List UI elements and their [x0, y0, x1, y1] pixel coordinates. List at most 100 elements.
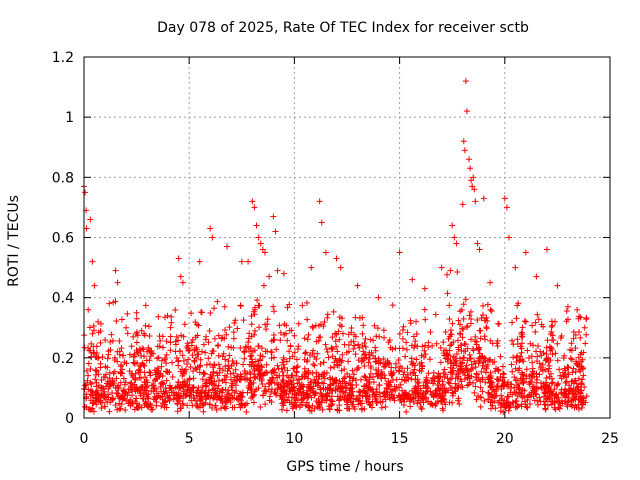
roti-point: [132, 370, 139, 377]
roti-point: [281, 320, 288, 327]
roti-point: [538, 384, 545, 391]
roti-point: [521, 398, 528, 405]
roti-point: [548, 389, 555, 396]
roti-point: [183, 361, 190, 368]
roti-point: [562, 379, 569, 386]
roti-point: [269, 374, 276, 381]
roti-point: [92, 391, 99, 398]
roti-point: [396, 330, 403, 337]
roti-point: [332, 387, 339, 394]
y-axis-label: ROTI / TECUs: [6, 195, 22, 287]
roti-point: [501, 400, 508, 407]
roti-point: [332, 376, 339, 383]
roti-point: [551, 386, 558, 393]
roti-point: [98, 405, 105, 412]
roti-point: [466, 368, 473, 375]
roti-point: [468, 373, 475, 380]
roti-point: [501, 195, 508, 202]
roti-point: [257, 240, 264, 247]
roti-point: [337, 385, 344, 392]
roti-point: [193, 392, 200, 399]
roti-point: [310, 389, 317, 396]
roti-point: [546, 343, 553, 350]
roti-point: [447, 267, 454, 274]
roti-point: [484, 361, 491, 368]
roti-point: [206, 376, 213, 383]
roti-point: [215, 394, 222, 401]
roti-point: [116, 406, 123, 413]
roti-point: [563, 374, 570, 381]
y-tick-label: 0.2: [52, 351, 74, 367]
roti-point: [229, 404, 236, 411]
roti-point: [174, 400, 181, 407]
roti-point: [246, 347, 253, 354]
roti-point: [325, 354, 332, 361]
roti-point: [577, 351, 584, 358]
roti-point: [544, 393, 551, 400]
roti-point: [339, 378, 346, 385]
roti-point: [512, 365, 519, 372]
roti-point: [356, 392, 363, 399]
roti-point: [464, 375, 471, 382]
roti-point: [281, 331, 288, 338]
roti-point: [446, 333, 453, 340]
roti-point: [295, 345, 302, 352]
roti-point: [245, 339, 252, 346]
roti-point: [188, 339, 195, 346]
roti-point: [280, 361, 287, 368]
roti-point: [248, 352, 255, 359]
roti-point: [372, 355, 379, 362]
roti-point: [341, 366, 348, 373]
roti-point: [519, 386, 526, 393]
roti-point: [351, 342, 358, 349]
roti-point: [419, 343, 426, 350]
roti-point: [248, 321, 255, 328]
roti-point: [477, 335, 484, 342]
roti-point: [361, 406, 368, 413]
roti-point: [365, 359, 372, 366]
roti-point: [193, 402, 200, 409]
roti-point: [390, 369, 397, 376]
roti-point: [556, 366, 563, 373]
roti-point: [206, 327, 213, 334]
roti-point: [476, 344, 483, 351]
roti-point: [441, 374, 448, 381]
roti-point: [499, 363, 506, 370]
roti-point: [109, 395, 116, 402]
roti-point: [113, 317, 120, 324]
roti-point: [160, 388, 167, 395]
roti-point: [434, 381, 441, 388]
x-axis-label: GPS time / hours: [286, 459, 403, 475]
roti-point: [556, 398, 563, 405]
roti-point: [98, 399, 105, 406]
roti-point: [145, 395, 152, 402]
roti-point: [154, 365, 161, 372]
roti-point: [312, 322, 319, 329]
roti-point: [236, 376, 243, 383]
roti-point: [243, 408, 250, 415]
chart-title: Day 078 of 2025, Rate Of TEC Index for r…: [157, 20, 529, 36]
roti-point: [227, 399, 234, 406]
roti-point: [362, 344, 369, 351]
roti-point: [554, 381, 561, 388]
roti-point: [558, 333, 565, 340]
roti-point: [467, 355, 474, 362]
roti-point: [560, 391, 567, 398]
roti-point: [189, 384, 196, 391]
roti-point: [241, 355, 248, 362]
roti-point: [244, 389, 251, 396]
roti-point: [479, 302, 486, 309]
roti-point: [403, 346, 410, 353]
roti-point: [432, 311, 439, 318]
roti-point: [422, 351, 429, 358]
roti-point: [310, 361, 317, 368]
roti-point: [514, 302, 521, 309]
x-tick-label: 25: [601, 431, 619, 447]
roti-point: [445, 379, 452, 386]
roti-point: [291, 332, 298, 339]
roti-point: [337, 393, 344, 400]
roti-point: [472, 374, 479, 381]
roti-point: [582, 340, 589, 347]
roti-point: [483, 365, 490, 372]
roti-point: [140, 361, 147, 368]
